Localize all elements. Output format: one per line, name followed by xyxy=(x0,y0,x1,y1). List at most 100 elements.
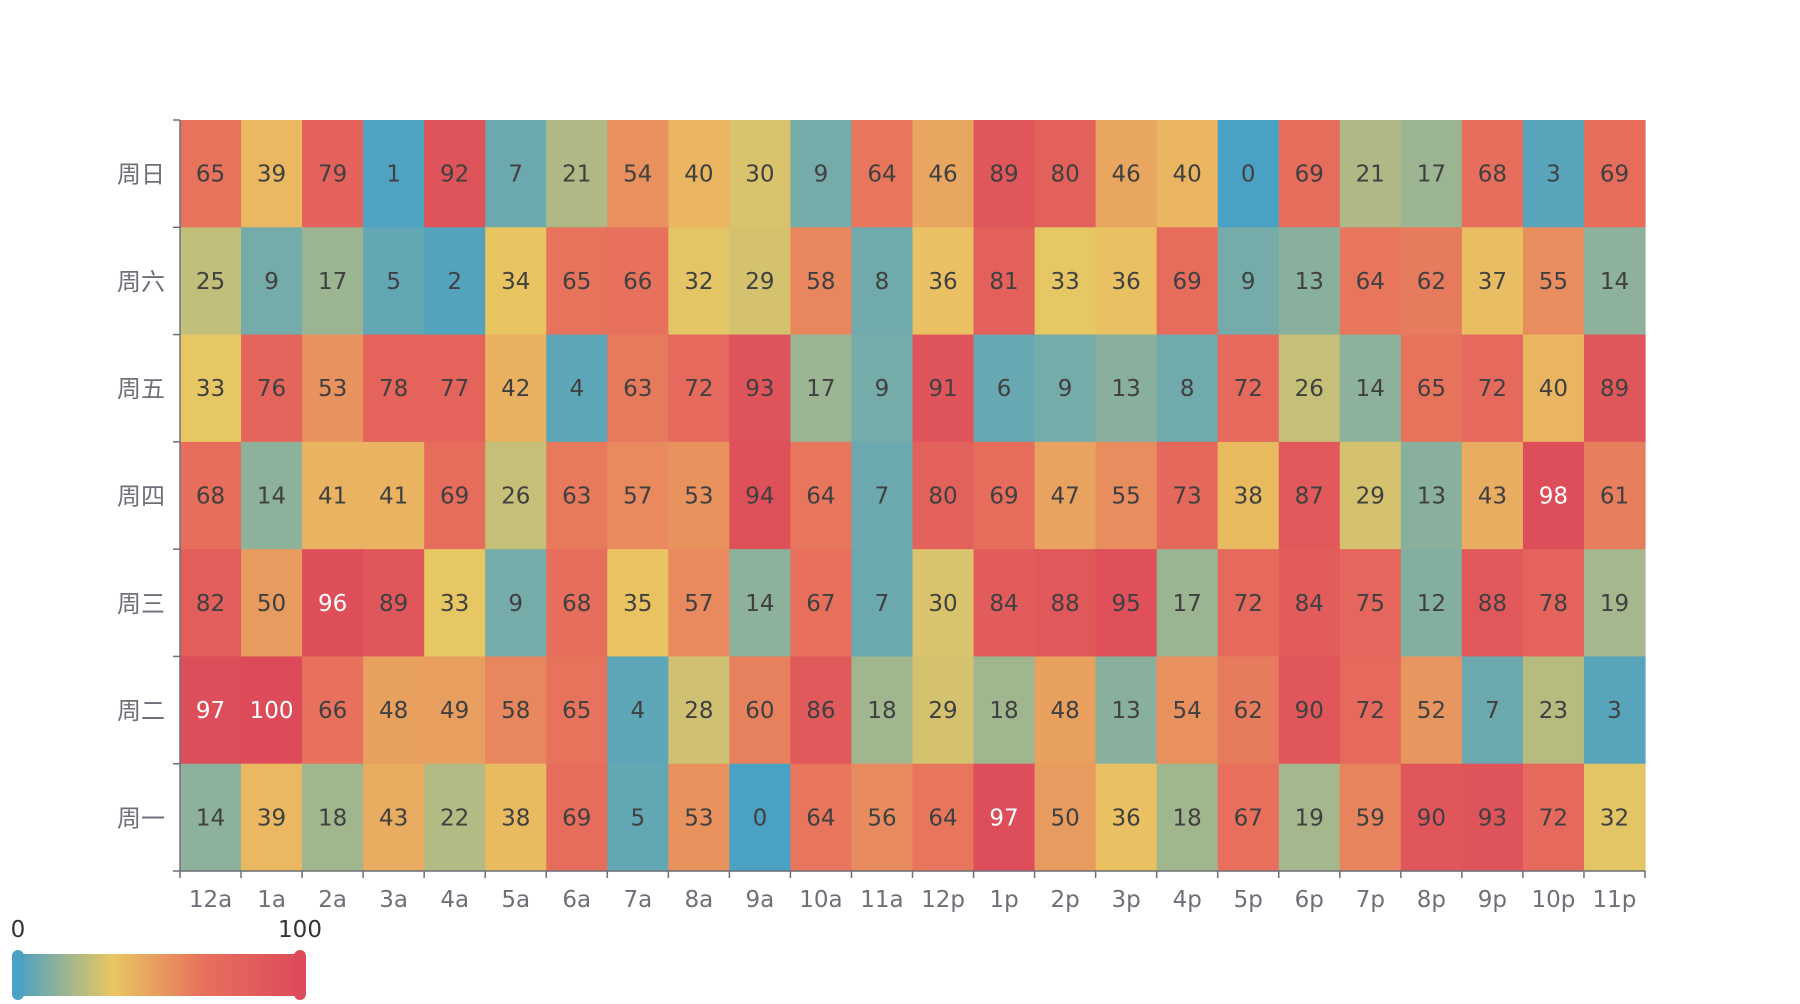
heatmap-cell[interactable] xyxy=(1095,549,1158,658)
heatmap-cell[interactable] xyxy=(668,334,730,443)
heatmap-cell[interactable] xyxy=(790,227,853,336)
heatmap-cell[interactable] xyxy=(424,549,486,658)
heatmap-cell[interactable] xyxy=(1400,441,1463,550)
heatmap-cell[interactable] xyxy=(1522,656,1585,765)
heatmap-cell[interactable] xyxy=(729,227,792,336)
heatmap-cell[interactable] xyxy=(1034,227,1097,336)
heatmap-cell[interactable] xyxy=(668,227,730,336)
heatmap-cell[interactable] xyxy=(485,656,547,765)
heatmap-cell[interactable] xyxy=(668,441,730,550)
heatmap-cell[interactable] xyxy=(973,656,1036,765)
heatmap-cell[interactable] xyxy=(912,120,975,228)
heatmap-cell[interactable] xyxy=(485,441,547,550)
heatmap-cell[interactable] xyxy=(546,334,608,443)
heatmap-cell[interactable] xyxy=(302,227,364,336)
heatmap-cell[interactable] xyxy=(180,120,242,228)
heatmap-cell[interactable] xyxy=(1583,334,1646,443)
heatmap-cell[interactable] xyxy=(729,656,792,765)
heatmap-cell[interactable] xyxy=(1217,656,1280,765)
heatmap-cell[interactable] xyxy=(1034,441,1097,550)
heatmap-cell[interactable] xyxy=(546,120,608,228)
heatmap-cell[interactable] xyxy=(1400,763,1463,872)
heatmap-cell[interactable] xyxy=(363,120,425,228)
heatmap-cell[interactable] xyxy=(851,441,914,550)
heatmap-cell[interactable] xyxy=(1583,227,1646,336)
heatmap-cell[interactable] xyxy=(363,227,425,336)
heatmap-cell[interactable] xyxy=(607,656,669,765)
heatmap-cell[interactable] xyxy=(1278,549,1341,658)
heatmap-cell[interactable] xyxy=(1217,549,1280,658)
heatmap-cell[interactable] xyxy=(912,227,975,336)
heatmap-cell[interactable] xyxy=(1156,656,1219,765)
heatmap-cell[interactable] xyxy=(1034,549,1097,658)
heatmap-cell[interactable] xyxy=(668,656,730,765)
heatmap-cell[interactable] xyxy=(1461,120,1524,228)
heatmap-cell[interactable] xyxy=(180,763,242,872)
heatmap-cell[interactable] xyxy=(485,227,547,336)
heatmap-cell[interactable] xyxy=(1278,120,1341,228)
heatmap-cell[interactable] xyxy=(912,656,975,765)
heatmap-cell[interactable] xyxy=(973,763,1036,872)
heatmap-cell[interactable] xyxy=(1278,763,1341,872)
heatmap-cell[interactable] xyxy=(1095,656,1158,765)
heatmap-cell[interactable] xyxy=(1522,334,1585,443)
heatmap-cell[interactable] xyxy=(1400,549,1463,658)
heatmap-cell[interactable] xyxy=(1034,120,1097,228)
heatmap-cell[interactable] xyxy=(790,656,853,765)
heatmap-cell[interactable] xyxy=(1217,334,1280,443)
heatmap-cell[interactable] xyxy=(607,120,669,228)
heatmap-cell[interactable] xyxy=(1522,120,1585,228)
heatmap-cell[interactable] xyxy=(1583,549,1646,658)
heatmap-cell[interactable] xyxy=(790,763,853,872)
heatmap-cell[interactable] xyxy=(1278,227,1341,336)
heatmap-cell[interactable] xyxy=(973,227,1036,336)
heatmap-cell[interactable] xyxy=(729,441,792,550)
heatmap-cell[interactable] xyxy=(851,334,914,443)
heatmap-cell[interactable] xyxy=(668,549,730,658)
heatmap-cell[interactable] xyxy=(1156,334,1219,443)
heatmap-cell[interactable] xyxy=(1156,227,1219,336)
heatmap-cell[interactable] xyxy=(180,656,242,765)
heatmap-cell[interactable] xyxy=(1400,120,1463,228)
heatmap-cell[interactable] xyxy=(729,334,792,443)
heatmap-cell[interactable] xyxy=(790,441,853,550)
heatmap-cell[interactable] xyxy=(1339,334,1402,443)
heatmap-cell[interactable] xyxy=(485,120,547,228)
heatmap-cell[interactable] xyxy=(546,227,608,336)
heatmap-cell[interactable] xyxy=(790,120,853,228)
heatmap-cell[interactable] xyxy=(912,441,975,550)
heatmap-cell[interactable] xyxy=(729,549,792,658)
visual-map-min-handle[interactable] xyxy=(12,950,24,1000)
heatmap-cell[interactable] xyxy=(607,441,669,550)
heatmap-cell[interactable] xyxy=(851,549,914,658)
visual-map[interactable]: 0 100 xyxy=(11,917,322,1000)
heatmap-cell[interactable] xyxy=(1583,656,1646,765)
heatmap-cell[interactable] xyxy=(485,334,547,443)
heatmap-cell[interactable] xyxy=(973,334,1036,443)
heatmap-cell[interactable] xyxy=(241,549,303,658)
heatmap-cell[interactable] xyxy=(1339,763,1402,872)
heatmap-cell[interactable] xyxy=(668,763,730,872)
heatmap-cell[interactable] xyxy=(180,227,242,336)
heatmap-cell[interactable] xyxy=(302,656,364,765)
heatmap-cell[interactable] xyxy=(973,549,1036,658)
heatmap-cell[interactable] xyxy=(546,549,608,658)
heatmap-cell[interactable] xyxy=(668,120,730,228)
heatmap-cell[interactable] xyxy=(607,227,669,336)
heatmap-cell[interactable] xyxy=(729,120,792,228)
heatmap-cell[interactable] xyxy=(790,549,853,658)
heatmap-cell[interactable] xyxy=(302,334,364,443)
heatmap-cell[interactable] xyxy=(1034,656,1097,765)
heatmap-cell[interactable] xyxy=(363,441,425,550)
heatmap-cell[interactable] xyxy=(1400,227,1463,336)
visual-map-max-handle[interactable] xyxy=(294,950,306,1000)
heatmap-cell[interactable] xyxy=(180,549,242,658)
heatmap-cell[interactable] xyxy=(607,549,669,658)
heatmap-cell[interactable] xyxy=(912,334,975,443)
heatmap-cell[interactable] xyxy=(1461,441,1524,550)
heatmap-cell[interactable] xyxy=(1461,763,1524,872)
heatmap-cell[interactable] xyxy=(1278,441,1341,550)
heatmap-cell[interactable] xyxy=(1583,120,1646,228)
heatmap-cell[interactable] xyxy=(973,120,1036,228)
heatmap-cell[interactable] xyxy=(1339,227,1402,336)
